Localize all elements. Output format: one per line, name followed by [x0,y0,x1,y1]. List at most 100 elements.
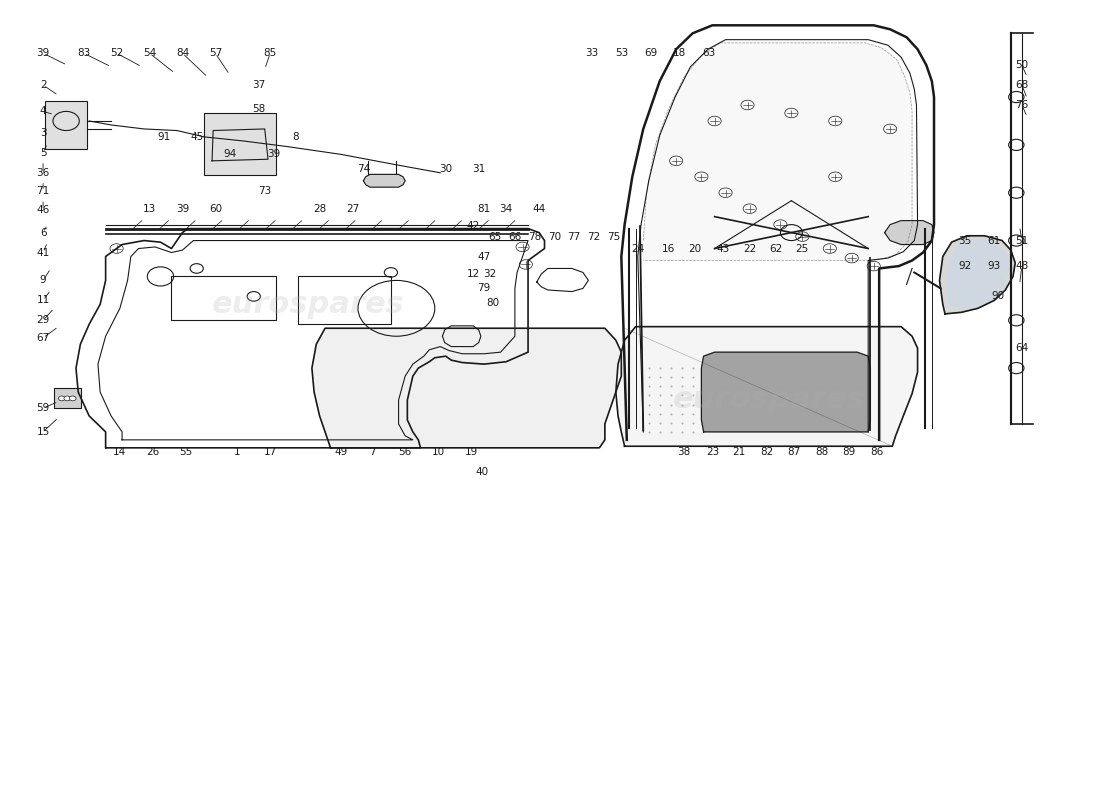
Text: 3: 3 [40,128,46,138]
Polygon shape [884,221,934,245]
Text: 7: 7 [368,447,375,457]
Bar [298,277,390,324]
Text: 63: 63 [703,48,716,58]
Text: 54: 54 [143,48,156,58]
Text: 48: 48 [1015,261,1028,271]
Text: 40: 40 [475,466,488,477]
Text: 86: 86 [870,447,883,457]
Polygon shape [702,352,870,432]
Text: 70: 70 [548,231,561,242]
Text: 65: 65 [488,231,502,242]
Bar [172,277,276,320]
Text: 39: 39 [176,204,189,214]
Text: 85: 85 [264,48,277,58]
Text: 16: 16 [662,243,675,254]
Bar [205,113,276,175]
Text: 24: 24 [631,243,645,254]
Text: 77: 77 [568,231,581,242]
Text: 78: 78 [528,231,541,242]
Text: 39: 39 [36,48,50,58]
Text: 15: 15 [36,427,50,437]
Text: 37: 37 [253,80,266,90]
Text: 76: 76 [1015,100,1028,110]
Text: 14: 14 [113,447,127,457]
Polygon shape [939,236,1015,314]
Text: 83: 83 [77,48,90,58]
Text: 68: 68 [1015,80,1028,90]
Text: 39: 39 [267,150,280,159]
Text: 26: 26 [146,447,160,457]
Text: 80: 80 [486,298,499,308]
Text: 34: 34 [499,204,513,214]
Text: 45: 45 [190,132,204,142]
Text: 19: 19 [464,447,477,457]
Text: eurospares: eurospares [673,386,866,414]
Text: 17: 17 [264,447,277,457]
Polygon shape [363,174,405,187]
Text: 6: 6 [40,227,46,238]
Text: 36: 36 [36,168,50,178]
Text: 73: 73 [258,186,272,196]
Text: 35: 35 [958,235,971,246]
Text: 90: 90 [991,291,1004,302]
Text: 55: 55 [179,447,192,457]
Bar [54,388,81,408]
Text: 58: 58 [253,104,266,114]
Text: 4: 4 [40,106,46,117]
Text: 43: 43 [717,243,730,254]
Text: 91: 91 [157,132,170,142]
Text: eurospares: eurospares [212,290,405,319]
Text: 82: 82 [760,447,774,457]
Text: 74: 74 [356,164,370,174]
Text: 94: 94 [223,150,236,159]
Text: 18: 18 [673,48,686,58]
Text: 47: 47 [477,251,491,262]
Text: 31: 31 [472,164,485,174]
Text: 84: 84 [176,48,189,58]
Text: 59: 59 [36,403,50,413]
Text: 2: 2 [40,80,46,90]
Text: 51: 51 [1015,235,1028,246]
Text: 23: 23 [706,447,719,457]
Text: 75: 75 [607,231,620,242]
Text: 20: 20 [689,243,702,254]
Text: 69: 69 [645,48,658,58]
Text: 50: 50 [1015,60,1028,70]
Text: 1: 1 [234,447,241,457]
Text: 5: 5 [40,148,46,158]
Text: 62: 62 [769,243,783,254]
Text: 93: 93 [988,261,1001,271]
Text: 13: 13 [143,204,156,214]
Text: 44: 44 [532,204,546,214]
Text: 28: 28 [314,204,327,214]
Polygon shape [616,326,917,446]
Circle shape [69,396,76,401]
Text: 38: 38 [678,447,691,457]
Text: 67: 67 [36,333,50,343]
Text: 49: 49 [334,447,349,457]
Text: 12: 12 [466,269,480,279]
Polygon shape [947,241,1009,308]
Text: 71: 71 [36,186,50,196]
Text: 88: 88 [815,447,828,457]
Text: 64: 64 [1015,343,1028,353]
Text: 29: 29 [36,315,50,326]
Text: 66: 66 [508,231,521,242]
Text: 89: 89 [842,447,855,457]
Text: 79: 79 [477,283,491,294]
Text: 25: 25 [795,243,808,254]
Text: 61: 61 [988,235,1001,246]
Text: 56: 56 [398,447,411,457]
Text: 72: 72 [587,231,601,242]
Text: 8: 8 [293,132,299,142]
Bar [45,101,87,149]
Text: 57: 57 [209,48,222,58]
Text: 27: 27 [345,204,359,214]
Polygon shape [644,43,912,261]
Text: 30: 30 [439,164,452,174]
Polygon shape [312,328,622,448]
Text: 33: 33 [585,48,598,58]
Text: 32: 32 [483,269,496,279]
Text: 87: 87 [786,447,800,457]
Text: 21: 21 [733,447,746,457]
